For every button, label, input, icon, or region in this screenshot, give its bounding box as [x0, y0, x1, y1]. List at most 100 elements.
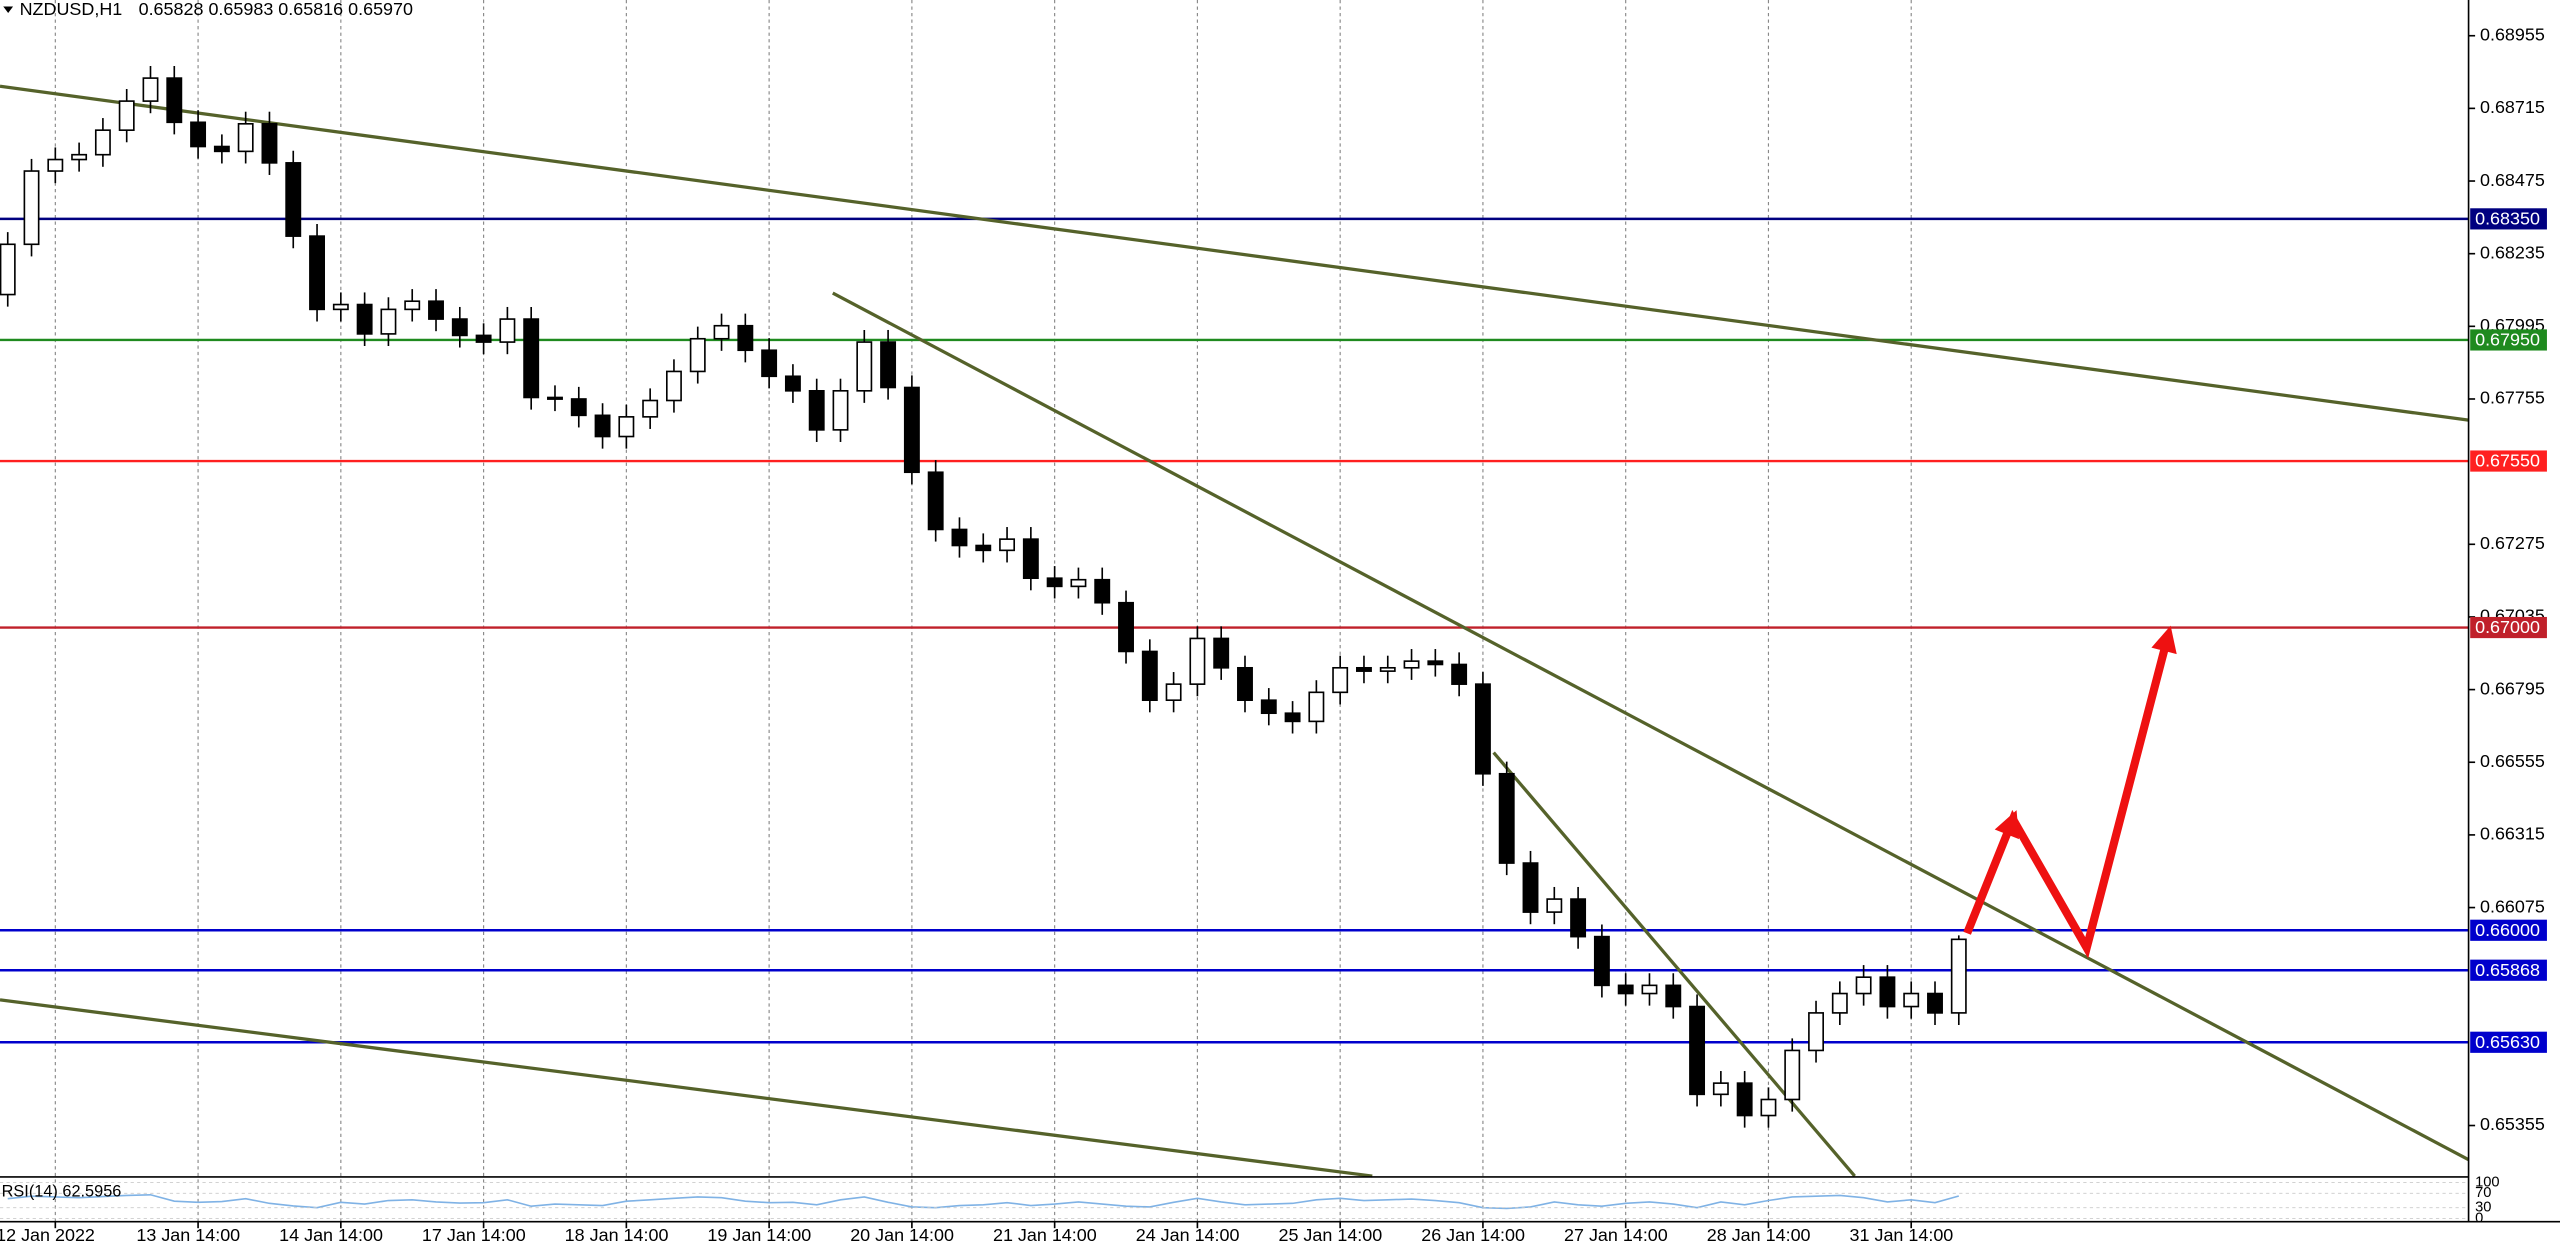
candle-body: [1046, 577, 1063, 588]
candle-body: [856, 341, 873, 392]
candle-body: [23, 170, 40, 246]
candle-body: [570, 398, 587, 417]
level-tag: [2470, 919, 2547, 941]
candle-body: [94, 129, 111, 156]
candle-body: [1736, 1082, 1753, 1117]
candle-body: [1522, 862, 1539, 913]
candle-body: [190, 121, 207, 148]
rsi-line: [7, 1193, 1960, 1210]
candle-body: [713, 324, 730, 340]
chart-header: NZDUSD,H1 0.65828 0.65983 0.65816 0.65970: [20, 0, 413, 18]
level-tag: [2470, 959, 2547, 981]
candle-body: [118, 100, 135, 131]
candle-body: [1570, 898, 1587, 938]
candle-body: [1022, 538, 1039, 580]
candle-body: [1665, 984, 1682, 1008]
candle-body: [761, 349, 778, 378]
y-tick-label: 0.67755: [2480, 388, 2545, 408]
level-label: 0.67000: [2475, 617, 2540, 637]
candle-body: [1118, 601, 1134, 653]
menu-triangle[interactable]: [3, 6, 14, 14]
candle-body: [1546, 898, 1563, 913]
candle-body: [784, 375, 801, 392]
candle-body: [1308, 691, 1325, 723]
overlay-layer: [7, 625, 2177, 1210]
candle-body: [1379, 666, 1396, 672]
candle-body: [1950, 938, 1967, 1014]
arrowhead: [2151, 625, 2177, 655]
candle-body: [404, 300, 421, 311]
candle-body: [1189, 637, 1206, 685]
grid-layer: [54, 0, 1912, 1222]
y-tick-label: 0.67275: [2480, 533, 2545, 553]
x-tick-label: 20 Jan 14:00: [850, 1225, 954, 1245]
candle-body: [1332, 666, 1349, 694]
candle-body: [0, 243, 16, 296]
levels-layer: [0, 217, 2469, 1044]
candle-body: [1808, 1012, 1824, 1052]
x-tick-label: 17 Jan 14:00: [422, 1225, 526, 1245]
candle-body: [1712, 1082, 1729, 1096]
candle-body: [451, 318, 468, 337]
rsi-tick-label: 0: [2475, 1210, 2483, 1226]
candle-body: [237, 122, 254, 153]
candle-body: [356, 303, 373, 335]
candle-body: [47, 158, 64, 172]
candle-body: [1165, 683, 1182, 702]
y-tick-label: 0.66075: [2480, 896, 2545, 916]
level-tag: [2470, 329, 2547, 351]
level-tag: [2470, 208, 2547, 230]
candle-body: [1141, 650, 1158, 702]
trendline: [1492, 751, 1856, 1178]
trendline: [0, 84, 2469, 422]
candle-body: [1427, 660, 1444, 666]
candle-body: [618, 416, 635, 438]
x-tick-label: 19 Jan 14:00: [707, 1225, 811, 1245]
y-tick-label: 0.68235: [2480, 242, 2545, 262]
trendline: [0, 998, 1373, 1178]
candle-body: [1237, 666, 1253, 702]
quote: 0.65828 0.65983 0.65816 0.65970: [139, 0, 413, 18]
level-tag: [2470, 450, 2547, 472]
candle-body: [642, 399, 659, 418]
candle-body: [332, 303, 349, 311]
x-tick-label: 24 Jan 14:00: [1136, 1225, 1240, 1245]
candle-body: [1498, 772, 1515, 864]
y-tick-label: 0.66315: [2480, 824, 2545, 844]
y-tick-label: 0.66795: [2480, 678, 2545, 698]
level-label: 0.67950: [2475, 330, 2540, 350]
candle-body: [142, 77, 159, 102]
level-label: 0.65630: [2475, 1032, 2540, 1052]
candle-body: [594, 414, 611, 438]
candles-layer: [0, 65, 1967, 1128]
candle-body: [1903, 992, 1920, 1008]
x-tick-label: 25 Jan 14:00: [1278, 1225, 1382, 1245]
x-tick-label: 13 Jan 14:00: [136, 1225, 240, 1245]
candle-body: [1260, 699, 1277, 715]
candle-body: [1593, 935, 1610, 987]
candle-body: [1784, 1049, 1801, 1101]
candle-body: [261, 122, 278, 164]
candle-body: [1689, 1005, 1706, 1096]
candle-body: [523, 318, 540, 399]
candle-body: [475, 334, 492, 343]
candle-body: [1617, 984, 1634, 995]
candle-body: [1451, 663, 1468, 685]
candle-body: [1213, 637, 1230, 669]
candle-body: [880, 341, 897, 389]
candle-body: [309, 235, 326, 311]
level-label: 0.67550: [2475, 451, 2540, 471]
candle-body: [1356, 666, 1372, 672]
level-tag: [2470, 616, 2547, 639]
x-tick-label: 27 Jan 14:00: [1564, 1225, 1668, 1245]
y-tick-label: 0.68715: [2480, 97, 2545, 117]
candle-body: [999, 538, 1016, 552]
candle-body: [1284, 712, 1301, 723]
candle-body: [1927, 992, 1943, 1014]
candle-body: [1879, 976, 1896, 1008]
forecast-arrow: [1963, 634, 2173, 959]
y-tick-label: 0.68475: [2480, 170, 2545, 190]
y-tick-label: 0.66555: [2480, 751, 2545, 771]
candle-body: [1070, 578, 1087, 588]
